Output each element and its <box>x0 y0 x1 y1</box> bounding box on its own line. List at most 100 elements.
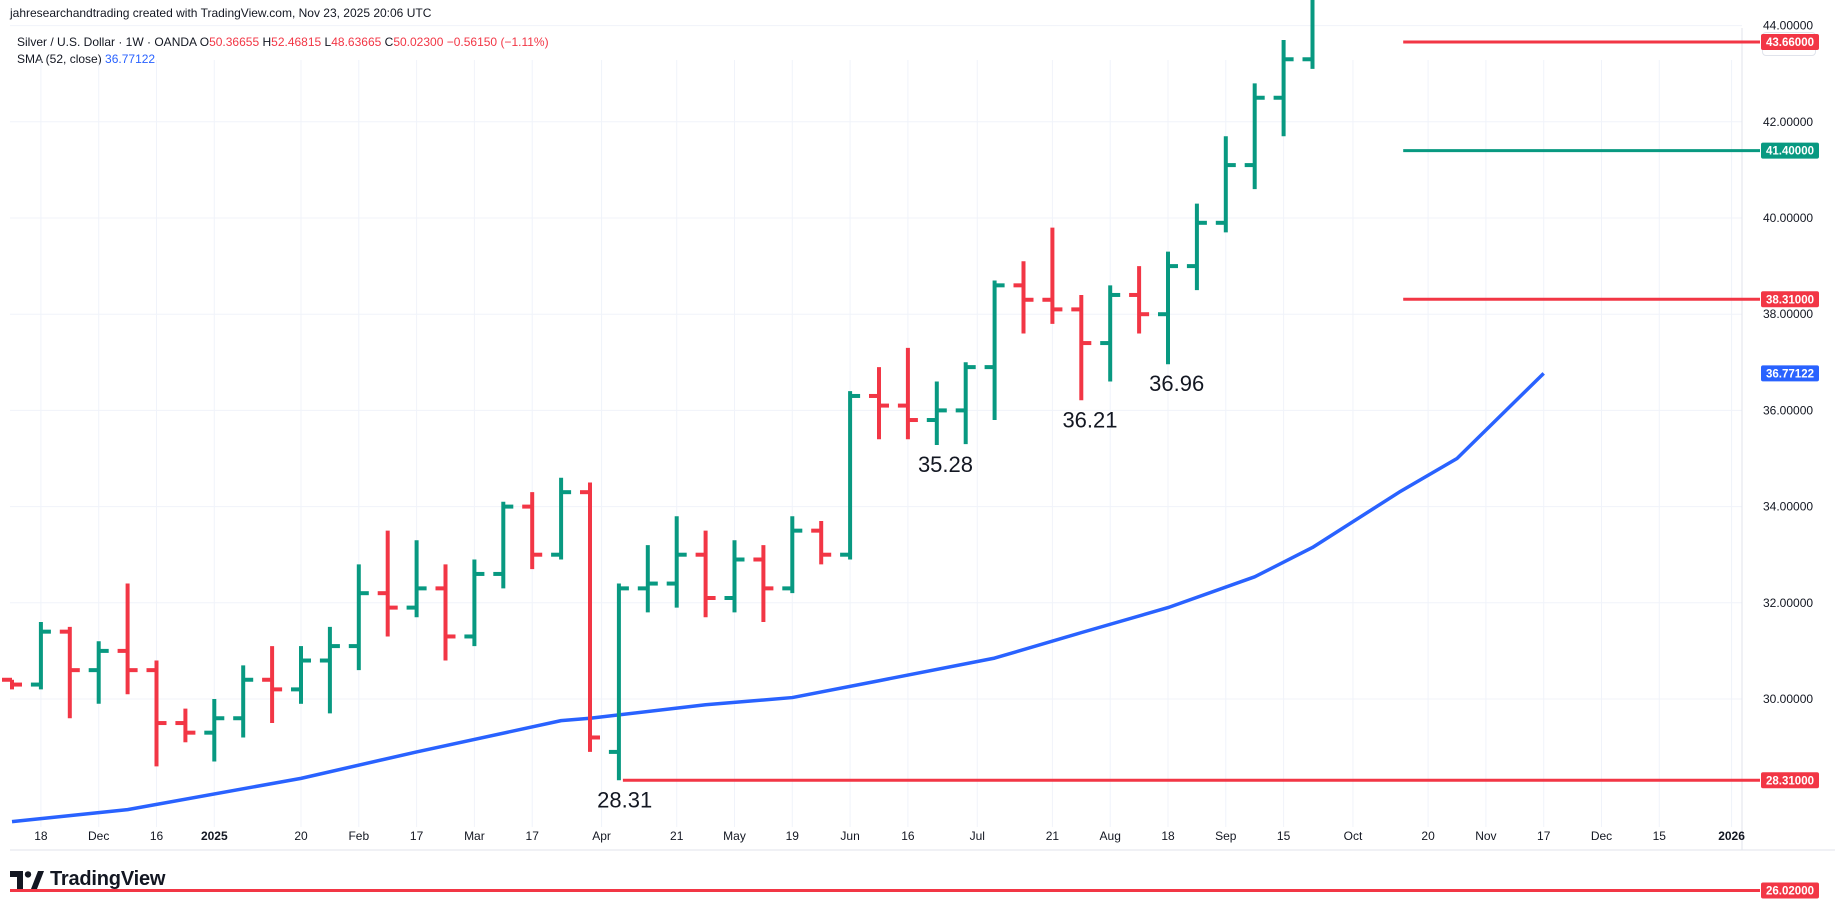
price-label-bg <box>1761 772 1819 789</box>
ohlc-bars <box>2 0 1315 781</box>
grid-lines <box>10 25 1742 827</box>
y-tick-label: 32.00000 <box>1763 596 1813 610</box>
x-tick-label: 17 <box>526 829 540 843</box>
chart-credit: jahresearchandtrading created with Tradi… <box>10 6 432 20</box>
ohlc-bar <box>146 660 167 767</box>
x-tick-label: 16 <box>150 829 164 843</box>
price-label-bg <box>1761 365 1819 382</box>
ohlc-bar <box>666 516 687 608</box>
high-value: 52.46815 <box>271 35 322 49</box>
ohlc-bar <box>608 583 629 781</box>
price-label-text: 36.77122 <box>1766 368 1814 380</box>
x-tick-label: 20 <box>294 829 308 843</box>
ohlc-bar <box>1302 0 1315 69</box>
ohlc-bar <box>493 501 514 589</box>
price-label: 41.40000 <box>1761 142 1819 159</box>
ohlc-bar <box>869 367 889 440</box>
price-label-text: 26.02000 <box>1766 885 1814 897</box>
low-value: 48.63665 <box>331 35 382 49</box>
ohlc-bar <box>1244 83 1265 190</box>
sma-value: 36.77122 <box>105 52 156 66</box>
ohlc-bar <box>1129 266 1150 334</box>
axes <box>10 28 1835 851</box>
price-scale-labels: 54.4900051.0700050.0230050.0200045.72500… <box>1761 33 1819 899</box>
y-axis-tick-labels: 30.00000 32.00000 34.00000 36.00000 38.00000… <box>1763 19 1813 706</box>
price-label: 43.66000 <box>1761 33 1819 50</box>
ohlc-bar <box>1042 227 1063 324</box>
ohlc-bar <box>204 699 225 762</box>
y-tick-label: 30.00000 <box>1763 692 1813 706</box>
ohlc-bar <box>782 516 803 594</box>
y-tick-label: 34.00000 <box>1763 500 1813 514</box>
close-value: 50.02300 <box>393 35 444 49</box>
x-tick-label: 20 <box>1421 829 1435 843</box>
price-annotation: 36.21 <box>1062 407 1117 432</box>
x-tick-label: Feb <box>348 829 369 843</box>
x-tick-label: 2026 <box>1718 829 1745 843</box>
tradingview-brand[interactable]: TradingView <box>10 868 165 891</box>
open-label: O <box>199 35 210 49</box>
x-tick-label: Dec <box>88 829 109 843</box>
ohlc-bar <box>348 564 369 671</box>
ohlc-bar <box>2 677 22 690</box>
price-label-bg <box>1761 142 1819 159</box>
ohlc-bar <box>811 521 832 565</box>
brand-name: TradingView <box>50 868 166 890</box>
x-axis-tick-labels: 18 Dec 16 2025 20 Feb 17 Mar 17 Apr 21 May 19 Jun 16 Ju… <box>34 829 1745 843</box>
ohlc-bar <box>840 391 861 560</box>
x-tick-label: 18 <box>1161 829 1175 843</box>
ohlc-bar <box>291 646 311 704</box>
ohlc-bar <box>1215 136 1236 233</box>
ohlc-bar <box>1100 285 1121 382</box>
ohlc-bar <box>724 540 745 613</box>
ohlc-bar <box>551 477 572 560</box>
ohlc-bar <box>406 540 427 618</box>
y-tick-label: 36.00000 <box>1763 403 1813 417</box>
x-tick-label: Oct <box>1344 829 1363 843</box>
ohlc-bar <box>1071 294 1092 401</box>
x-tick-label: Sep <box>1215 829 1237 843</box>
x-tick-label: 19 <box>786 829 800 843</box>
y-tick-label: 44.00000 <box>1763 19 1813 33</box>
ohlc-bar <box>319 626 340 714</box>
x-tick-label: 16 <box>901 829 915 843</box>
price-label-bg <box>1761 882 1819 899</box>
ohlc-bar <box>117 583 138 695</box>
ohlc-bar <box>435 564 456 661</box>
symbol-title[interactable]: Silver / U.S. Dollar · 1W · OANDA <box>17 35 197 49</box>
y-tick-label: 42.00000 <box>1763 115 1813 129</box>
ohlc-bar <box>1013 261 1034 334</box>
y-tick-label: 40.00000 <box>1763 211 1813 225</box>
price-label-text: 41.40000 <box>1766 146 1814 158</box>
price-annotation: 36.96 <box>1149 371 1204 396</box>
price-label: 38.31000 <box>1761 291 1819 308</box>
x-tick-label: Nov <box>1475 829 1496 843</box>
price-label-bg <box>1761 33 1819 50</box>
x-tick-label: Dec <box>1591 829 1612 843</box>
y-tick-label: 38.00000 <box>1763 307 1813 321</box>
sma-legend[interactable]: SMA (52, close) 36.77122 <box>17 52 155 66</box>
price-label: 28.31000 <box>1761 772 1819 789</box>
open-value: 50.36655 <box>209 35 260 49</box>
ohlc-bar <box>1186 203 1207 291</box>
ohlc-bar <box>695 530 716 618</box>
ohlc-bar <box>262 646 283 724</box>
ohlc-bar <box>1273 40 1294 137</box>
low-label: L <box>324 35 332 49</box>
ohlc-bar <box>233 665 254 738</box>
ohlc-bar <box>175 708 196 743</box>
ohlc-bar <box>1158 251 1178 365</box>
sma-series <box>11 372 1545 824</box>
price-label-text: 28.31000 <box>1766 775 1814 787</box>
x-tick-label: Mar <box>464 829 485 843</box>
price-label-text: 43.66000 <box>1766 37 1814 49</box>
ohlc-bar <box>377 530 398 637</box>
ohlc-bar <box>59 626 80 719</box>
price-label-bg <box>1761 291 1819 308</box>
x-tick-label: 17 <box>1537 829 1551 843</box>
ohlc-bar <box>580 482 600 752</box>
close-label: C <box>384 35 394 49</box>
tradingview-logo-icon <box>10 870 44 889</box>
